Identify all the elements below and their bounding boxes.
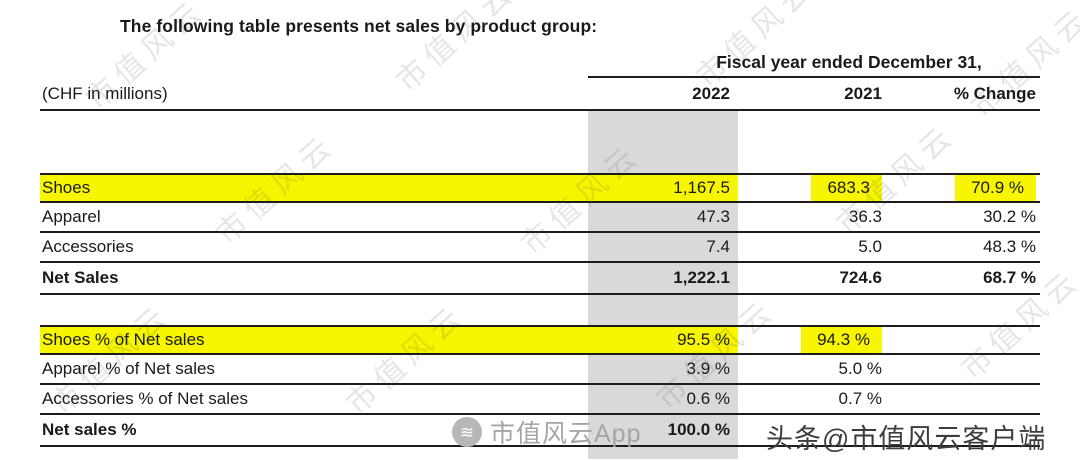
- cell-2022: 0.6 %: [588, 385, 738, 413]
- cell-2021: 5.0: [858, 237, 882, 256]
- cell-change: [888, 327, 1040, 353]
- fiscal-year-header-row: Fiscal year ended December 31,: [40, 50, 1040, 78]
- cell-2021: [738, 415, 888, 445]
- cell-2021: 36.3: [848, 207, 882, 226]
- shaded-column: [588, 295, 738, 325]
- page-title: The following table presents net sales b…: [120, 16, 598, 36]
- empty-cell: [40, 50, 588, 78]
- shaded-column: [588, 447, 738, 459]
- table-row-shoes-pct: Shoes % of Net sales 95.5 % 94.3 %: [40, 325, 1040, 355]
- cell-2022: 95.5 %: [588, 327, 738, 353]
- cell-change: 68.7 %: [983, 268, 1036, 287]
- spacer-row: [40, 295, 1040, 325]
- cell-2021: 724.6: [839, 268, 882, 287]
- col-header-2021: 2021: [844, 83, 882, 103]
- row-label: Net Sales: [42, 268, 119, 287]
- row-label: Apparel: [42, 207, 101, 226]
- highlight-value: 683.3: [811, 175, 882, 201]
- cell-change: [888, 415, 1040, 445]
- net-sales-table: Fiscal year ended December 31, (CHF in m…: [40, 50, 1040, 459]
- row-label: Apparel % of Net sales: [42, 359, 215, 378]
- cell-2022: 7.4: [588, 233, 738, 261]
- table-row-accessories: Accessories 7.4 5.0 48.3 %: [40, 233, 1040, 263]
- row-label: Accessories: [42, 237, 134, 256]
- highlight-value: 94.3 %: [801, 327, 882, 353]
- spacer-row: [40, 111, 1040, 173]
- shaded-column: [588, 111, 738, 173]
- cell-2021: 0.7 %: [838, 389, 882, 408]
- table-row-apparel-pct: Apparel % of Net sales 3.9 % 5.0 %: [40, 355, 1040, 385]
- table-row-apparel: Apparel 47.3 36.3 30.2 %: [40, 203, 1040, 233]
- table-row-net-sales-pct: Net sales % 100.0 %: [40, 415, 1040, 447]
- col-header-2022: 2022: [692, 83, 730, 103]
- cell-change: [888, 385, 1040, 413]
- cell-2022: 1,167.5: [588, 175, 738, 201]
- row-label: Shoes: [40, 175, 588, 201]
- column-header-row: (CHF in millions) 2022 2021 % Change: [40, 78, 1040, 111]
- cell-2021: 683.3: [738, 175, 888, 201]
- cell-change: [888, 355, 1040, 383]
- cell-2021: 94.3 %: [738, 327, 888, 353]
- cell-2021: 5.0 %: [838, 359, 882, 378]
- row-label: Shoes % of Net sales: [40, 327, 588, 353]
- highlight-value: 70.9 %: [955, 175, 1036, 201]
- fiscal-year-header: Fiscal year ended December 31,: [588, 50, 1040, 78]
- table-row-shoes: Shoes 1,167.5 683.3 70.9 %: [40, 173, 1040, 203]
- cell-2022: 100.0 %: [588, 415, 738, 445]
- table-row-net-sales: Net Sales 1,222.1 724.6 68.7 %: [40, 263, 1040, 295]
- cell-change: 70.9 %: [888, 175, 1040, 201]
- row-label: Accessories % of Net sales: [42, 389, 248, 408]
- col-header-change: % Change: [953, 83, 1036, 103]
- cell-change: 30.2 %: [983, 207, 1036, 226]
- cell-2022: 1,222.1: [588, 263, 738, 293]
- cell-2022: 3.9 %: [588, 355, 738, 383]
- unit-label: (CHF in millions): [42, 83, 168, 103]
- cell-2022: 47.3: [588, 203, 738, 231]
- row-label: Net sales %: [42, 420, 137, 439]
- cell-change: 48.3 %: [983, 237, 1036, 256]
- spacer-row: [40, 447, 1040, 459]
- table-row-accessories-pct: Accessories % of Net sales 0.6 % 0.7 %: [40, 385, 1040, 415]
